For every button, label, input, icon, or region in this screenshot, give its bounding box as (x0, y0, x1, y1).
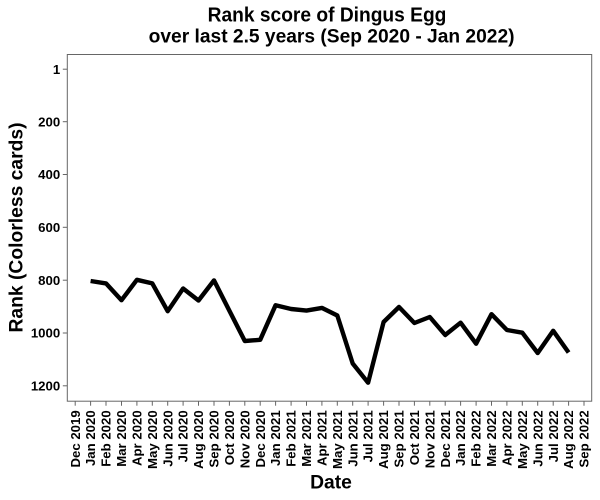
svg-text:Dec 2020: Dec 2020 (253, 410, 268, 467)
svg-text:600: 600 (38, 220, 60, 235)
svg-text:800: 800 (38, 273, 60, 288)
svg-text:Sep 2022: Sep 2022 (577, 410, 592, 467)
svg-text:1000: 1000 (31, 326, 60, 341)
svg-text:Jan 2020: Jan 2020 (83, 410, 98, 466)
svg-text:Nov 2021: Nov 2021 (422, 410, 437, 468)
svg-text:Aug 2021: Aug 2021 (376, 410, 391, 469)
svg-text:Dec 2019: Dec 2019 (68, 410, 83, 467)
svg-text:Apr 2021: Apr 2021 (315, 410, 330, 466)
svg-text:May 2022: May 2022 (515, 410, 530, 469)
svg-text:Oct 2020: Oct 2020 (222, 410, 237, 465)
svg-text:Rank (Colorless cards): Rank (Colorless cards) (6, 122, 27, 332)
svg-text:over last 2.5 years (Sep 2020: over last 2.5 years (Sep 2020 - Jan 2022… (149, 26, 515, 47)
svg-text:Feb 2022: Feb 2022 (469, 410, 484, 466)
svg-text:200: 200 (38, 114, 60, 129)
svg-text:Dec 2021: Dec 2021 (438, 410, 453, 467)
svg-text:Apr 2020: Apr 2020 (130, 410, 145, 466)
svg-text:Jun 2021: Jun 2021 (345, 410, 360, 466)
svg-text:May 2021: May 2021 (330, 410, 345, 469)
svg-text:Rank score of Dingus Egg: Rank score of Dingus Egg (208, 4, 447, 27)
svg-text:1200: 1200 (31, 378, 60, 393)
svg-text:Aug 2022: Aug 2022 (561, 410, 576, 469)
svg-text:Jul 2022: Jul 2022 (546, 410, 561, 462)
svg-text:Jun 2020: Jun 2020 (160, 410, 175, 466)
svg-text:Sep 2021: Sep 2021 (392, 410, 407, 467)
svg-text:Jun 2022: Jun 2022 (530, 410, 545, 466)
svg-text:Nov 2020: Nov 2020 (237, 410, 252, 468)
svg-text:Mar 2020: Mar 2020 (114, 410, 129, 466)
svg-text:Date: Date (310, 473, 352, 494)
svg-text:Jan 2022: Jan 2022 (453, 410, 468, 466)
svg-text:400: 400 (38, 167, 60, 182)
svg-text:Mar 2021: Mar 2021 (299, 410, 314, 466)
svg-text:Jul 2021: Jul 2021 (361, 410, 376, 462)
svg-text:Aug 2020: Aug 2020 (191, 410, 206, 469)
svg-text:Mar 2022: Mar 2022 (484, 410, 499, 466)
svg-text:Jan 2021: Jan 2021 (268, 410, 283, 466)
svg-text:Oct 2021: Oct 2021 (407, 410, 422, 465)
svg-text:Feb 2020: Feb 2020 (99, 410, 114, 466)
svg-text:Apr 2022: Apr 2022 (500, 410, 515, 466)
svg-text:May 2020: May 2020 (145, 410, 160, 469)
svg-text:Feb 2021: Feb 2021 (284, 410, 299, 466)
svg-text:1: 1 (53, 62, 60, 77)
svg-text:Jul 2020: Jul 2020 (176, 410, 191, 462)
svg-text:Sep 2020: Sep 2020 (207, 410, 222, 467)
